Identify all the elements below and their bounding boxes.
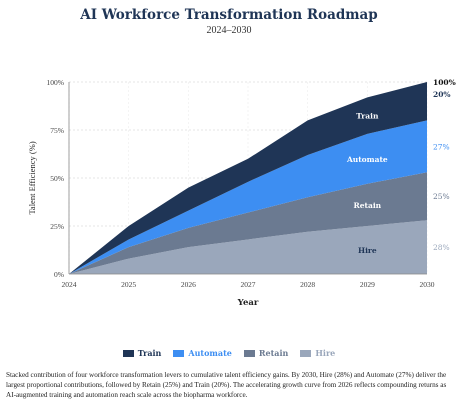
- y-tick-label: 25%: [50, 222, 64, 231]
- legend-swatch-automate: [173, 349, 185, 357]
- area-automate: [69, 120, 427, 275]
- x-tick-label: 2024: [62, 280, 77, 289]
- legend-item-retain: Retain: [243, 348, 289, 358]
- legend-label-retain: Retain: [258, 348, 289, 358]
- area-retain: [69, 172, 427, 274]
- area-label-retain: Retain: [354, 201, 382, 210]
- y-tick-label: 50%: [50, 174, 64, 183]
- legend-label-automate: Automate: [188, 348, 232, 358]
- figure-caption: Stacked contribution of four workforce t…: [6, 371, 447, 399]
- legend-label-train: Train: [137, 348, 162, 358]
- x-tick-label: 2025: [121, 280, 136, 289]
- area-hire: [69, 220, 427, 274]
- x-axis-title: Year: [237, 298, 259, 308]
- legend-item-automate: Automate: [173, 348, 232, 358]
- legend-item-train: Train: [122, 348, 162, 358]
- area-train: [69, 82, 427, 274]
- legend-label-hire: Hire: [315, 348, 336, 358]
- end-label-total: 100%: [433, 78, 456, 87]
- y-tick-label: 0%: [54, 270, 64, 279]
- end-label-hire: 28%: [433, 243, 450, 252]
- end-label-retain: 25%: [433, 192, 450, 201]
- x-tick-label: 2029: [360, 280, 375, 289]
- y-axis-title: Talent Efficiency (%): [27, 141, 37, 215]
- chart-subtitle: 2024–2030: [206, 25, 252, 36]
- legend-swatch-train: [122, 349, 134, 357]
- y-tick-label: 75%: [50, 126, 64, 135]
- legend: Train Automate Retain Hire: [0, 348, 458, 358]
- area-label-automate: Automate: [346, 155, 388, 164]
- legend-item-hire: Hire: [300, 348, 335, 358]
- x-tick-label: 2027: [241, 280, 256, 289]
- y-tick-label: 100%: [47, 78, 65, 87]
- legend-swatch-retain: [243, 349, 255, 357]
- x-tick-label: 2030: [420, 280, 435, 289]
- legend-swatch-hire: [300, 349, 312, 357]
- chart-title: AI Workforce Transformation Roadmap: [80, 7, 378, 23]
- x-tick-label: 2028: [300, 280, 315, 289]
- x-tick-label: 2026: [181, 280, 196, 289]
- area-label-train: Train: [356, 112, 379, 121]
- area-label-hire: Hire: [358, 246, 377, 255]
- end-label-train: 20%: [433, 90, 451, 99]
- end-label-automate: 27%: [433, 142, 450, 151]
- stacked-area-chart: 0% 25% 50% 75% 100% 2024 2025 2026 2027 2028 2029 2…: [27, 78, 456, 308]
